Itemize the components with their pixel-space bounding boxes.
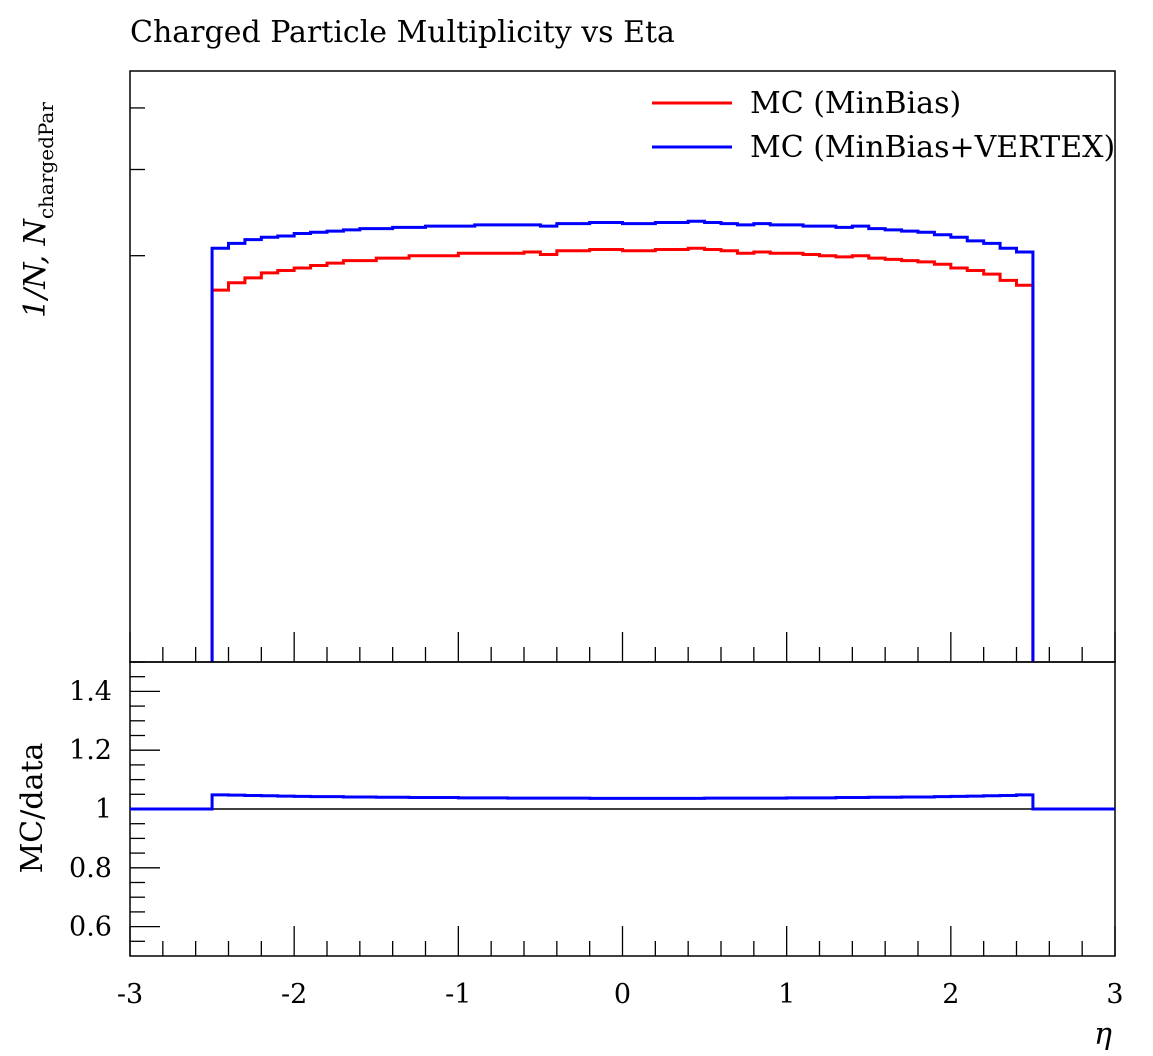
main-y-axis-label-text: 1/N, NchargedPar [18, 102, 58, 318]
x-tick-label: 0 [614, 979, 631, 1010]
ratio-y-tick-label: 0.6 [69, 912, 112, 943]
ratio-y-tick-label: 1.2 [69, 735, 112, 766]
main-x-axis-ticks [129, 632, 1116, 662]
main-series-group [210, 219, 1035, 662]
x-tick-labels: -3 -2 -1 0 1 2 3 [117, 979, 1124, 1010]
ratio-x-axis-ticks [129, 926, 1116, 956]
x-axis-label: η [1094, 1017, 1112, 1052]
legend-label-minbias-vertex: MC (MinBias+VERTEX) [750, 130, 1115, 165]
ratio-series-line [130, 793, 1115, 811]
chart-title: Charged Particle Multiplicity vs Eta [130, 15, 675, 50]
main-y-axis-ticks [130, 107, 145, 257]
ratio-plot-panel: 0.6 0.8 1 1.2 1.4 -3 -2 -1 0 1 2 3 [69, 661, 1124, 1010]
ratio-y-axis-ticks [130, 661, 160, 942]
legend-label-minbias: MC (MinBias) [750, 86, 961, 121]
x-tick-label: 2 [942, 979, 959, 1010]
series-line-minbias [210, 246, 1035, 662]
ratio-y-tick-label: 0.8 [69, 853, 112, 884]
ratio-y-axis-label: MC/data [15, 742, 50, 873]
x-tick-label: -3 [117, 979, 143, 1010]
ratio-y-tick-label: 1 [95, 794, 112, 825]
ratio-y-tick-labels: 0.6 0.8 1 1.2 1.4 [69, 676, 112, 942]
legend: MC (MinBias) MC (MinBias+VERTEX) [652, 86, 1115, 165]
main-y-axis-label-subscript: chargedPar [34, 102, 58, 219]
ratio-series-group [130, 793, 1115, 811]
main-y-axis-label-main: 1/N, N [18, 217, 53, 318]
main-y-axis-label: 1/N, NchargedPar [18, 102, 58, 318]
ratio-y-tick-label: 1.4 [69, 676, 112, 707]
series-line-minbias-vertex [210, 219, 1035, 662]
x-tick-label: 1 [778, 979, 795, 1010]
x-tick-label: 3 [1106, 979, 1123, 1010]
x-tick-label: -1 [445, 979, 471, 1010]
x-tick-label: -2 [281, 979, 307, 1010]
